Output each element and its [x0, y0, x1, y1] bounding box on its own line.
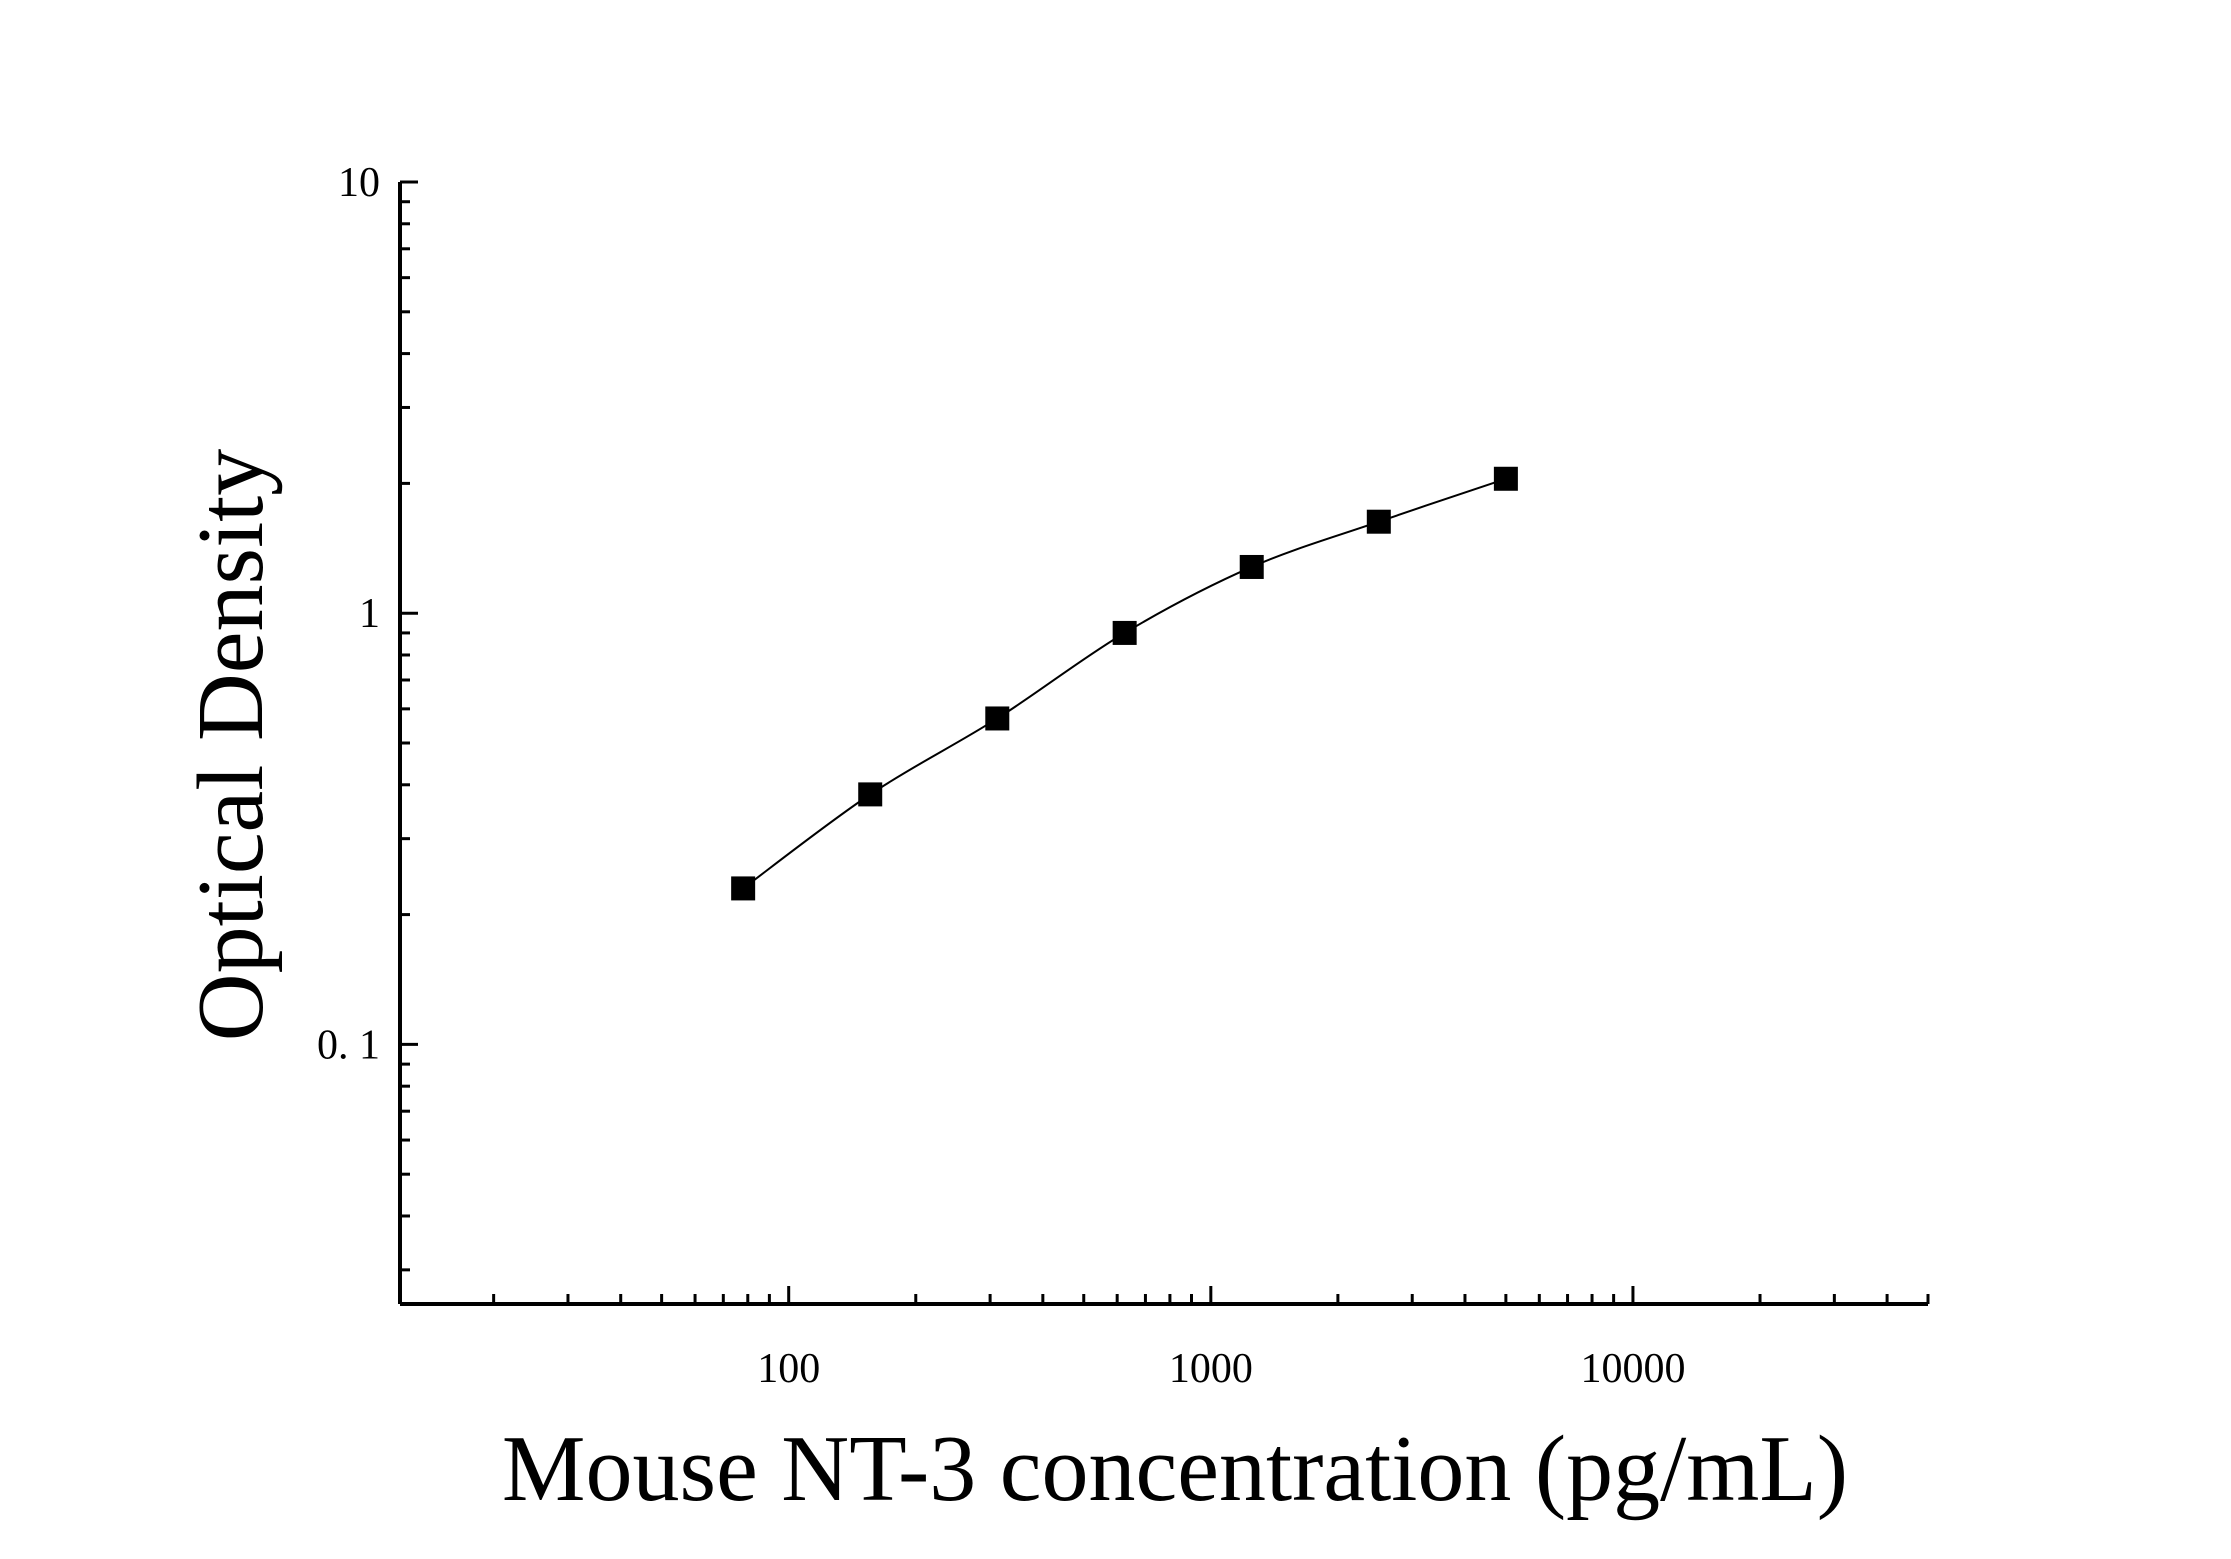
data-point: [858, 782, 883, 807]
data-points: [731, 466, 1518, 901]
x-axis-ticks: 100 1000 10000: [492, 1286, 1930, 1392]
fit-curve-group: [742, 477, 1507, 890]
data-point: [731, 876, 756, 901]
y-tick-label: 1: [359, 591, 380, 637]
data-point: [1112, 620, 1137, 645]
x-tick-label: 100: [757, 1346, 820, 1392]
y-tick-label: 0. 1: [317, 1022, 380, 1068]
y-tick-label: 10: [338, 160, 380, 206]
x-tick-label: 1000: [1169, 1346, 1253, 1392]
data-point: [1493, 466, 1518, 491]
data-point: [1366, 509, 1391, 534]
x-tick-label: 10000: [1580, 1346, 1685, 1392]
axes: [398, 182, 1928, 1306]
fit-curve: [742, 477, 1507, 890]
x-axis-title: Mouse NT-3 concentration (pg/mL): [502, 1417, 1848, 1521]
y-axis-title: Optical Density: [179, 449, 283, 1042]
data-point: [1239, 554, 1264, 579]
y-axis-ticks: 0. 1 1 10: [317, 160, 418, 1272]
data-point: [985, 706, 1010, 731]
